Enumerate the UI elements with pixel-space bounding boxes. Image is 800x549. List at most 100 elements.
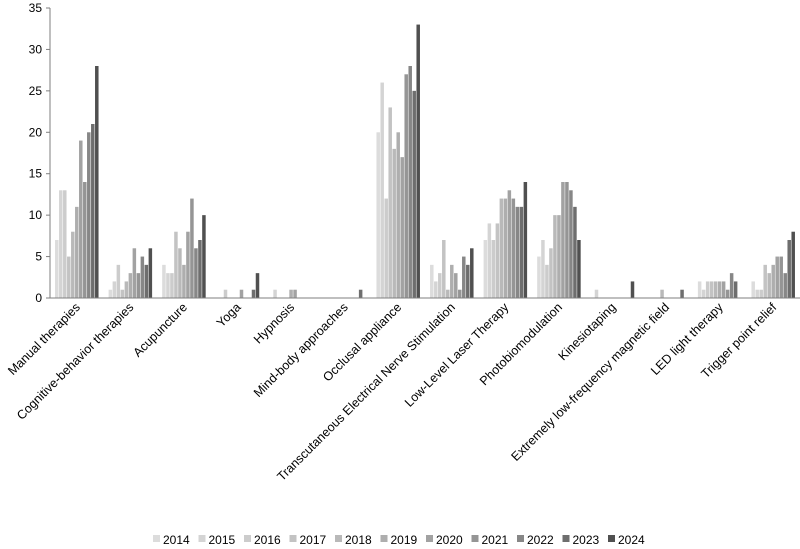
- bar-2023-8: [519, 206, 524, 298]
- bar-2014-8: [483, 240, 488, 298]
- bar-2019-7: [450, 264, 454, 298]
- bar-2015-9: [541, 240, 545, 298]
- bar-2017-2: [174, 231, 178, 298]
- bar-2024-3: [255, 273, 260, 298]
- bar-2020-13: [775, 256, 779, 298]
- bar-2015-13: [755, 289, 759, 298]
- bar-2024-10: [630, 281, 635, 298]
- legend-swatch: [471, 535, 479, 542]
- bar-2016-0: [63, 190, 67, 298]
- x-category-label: Acupuncture: [131, 300, 191, 360]
- bar-2018-11: [660, 289, 664, 298]
- bars-layer: [55, 24, 795, 299]
- bar-2023-12: [733, 281, 738, 298]
- bar-2019-0: [75, 206, 79, 298]
- bar-2015-1: [112, 281, 117, 298]
- legend-swatch: [335, 535, 342, 542]
- y-tick-label: 30: [29, 42, 43, 56]
- legend-label: 2016: [254, 533, 281, 547]
- bar-2015-2: [166, 273, 170, 298]
- bar-2020-2: [186, 231, 190, 298]
- bar-2014-1: [108, 289, 113, 298]
- bar-2015-12: [701, 289, 706, 298]
- bar-2021-12: [725, 289, 730, 298]
- y-tick-label: 35: [29, 1, 43, 15]
- bar-2015-7: [434, 281, 438, 298]
- bar-2023-0: [91, 124, 95, 298]
- bar-2019-6: [396, 132, 400, 298]
- legend-label: 2019: [391, 533, 418, 547]
- legend-label: 2021: [482, 533, 509, 547]
- bar-2019-4: [289, 289, 293, 298]
- bar-2019-2: [182, 264, 186, 298]
- bar-2014-9: [537, 256, 541, 298]
- bar-2017-0: [67, 256, 71, 298]
- bar-2017-13: [763, 264, 767, 298]
- bar-2021-7: [458, 289, 462, 298]
- bar-2023-11: [680, 289, 684, 298]
- axes-layer: [49, 8, 800, 299]
- bar-2015-0: [59, 190, 63, 298]
- legend-swatch: [198, 535, 206, 542]
- bar-2024-8: [523, 182, 528, 298]
- bar-2023-3: [251, 289, 256, 298]
- y-tick-label: 10: [29, 208, 43, 222]
- bar-2024-13: [791, 231, 795, 298]
- bar-2018-13: [767, 273, 771, 298]
- bar-2020-1: [132, 248, 137, 298]
- legend-label: 2014: [163, 533, 190, 547]
- bar-2014-7: [430, 264, 434, 298]
- bar-2016-1: [116, 264, 121, 298]
- legend-swatch: [244, 535, 251, 542]
- bar-2020-0: [79, 140, 83, 298]
- bar-2016-12: [705, 281, 710, 298]
- legend-label: 2020: [436, 533, 463, 547]
- bar-2021-6: [404, 74, 408, 298]
- legend-swatch: [153, 535, 160, 542]
- legend-label: 2024: [618, 533, 645, 547]
- bar-2016-6: [384, 198, 388, 298]
- bar-2017-6: [388, 107, 392, 299]
- legend: 2014 2015 2016 2017 2018 2019 2020 2021 2022 2023…: [153, 533, 645, 547]
- bar-2021-9: [565, 182, 569, 298]
- bar-2014-0: [55, 240, 59, 298]
- bar-2019-13: [771, 264, 775, 298]
- bar-2019-1: [128, 273, 133, 298]
- bar-2016-8: [491, 240, 496, 298]
- bar-2018-2: [178, 248, 182, 298]
- bar-2015-6: [380, 82, 384, 298]
- bar-2023-9: [573, 206, 577, 298]
- bar-2016-9: [545, 264, 549, 298]
- bar-2015-10: [594, 289, 599, 298]
- bar-2016-7: [438, 273, 442, 298]
- y-axis-ticks: 0 5 10 15 20 25 30 35: [29, 1, 50, 305]
- x-category-label: Mind-body approaches: [251, 300, 351, 400]
- bar-2023-5: [358, 289, 363, 298]
- y-tick-label: 0: [35, 291, 42, 305]
- legend-swatch: [517, 535, 524, 542]
- bar-2022-13: [783, 273, 787, 298]
- bar-2020-4: [293, 289, 297, 298]
- bar-2018-8: [499, 198, 504, 298]
- bar-2015-4: [273, 289, 277, 298]
- x-category-label: Hypnosis: [251, 300, 297, 346]
- bar-2019-9: [557, 215, 561, 298]
- bar-2018-9: [553, 215, 557, 298]
- bar-2023-1: [144, 264, 149, 298]
- bar-2023-13: [787, 240, 791, 298]
- bar-2023-2: [198, 240, 202, 298]
- bar-2014-13: [751, 281, 755, 298]
- bar-2020-9: [561, 182, 565, 298]
- bar-2016-3: [223, 289, 228, 298]
- bar-2021-8: [511, 198, 516, 298]
- y-tick-label: 15: [29, 167, 43, 181]
- bar-2016-2: [170, 273, 174, 298]
- bar-2018-0: [71, 231, 75, 298]
- bar-2020-12: [721, 281, 726, 298]
- bar-2020-8: [507, 190, 512, 298]
- bar-2022-12: [729, 273, 734, 298]
- bar-2022-8: [515, 206, 520, 298]
- bar-2021-0: [83, 182, 87, 298]
- legend-label: 2023: [573, 533, 600, 547]
